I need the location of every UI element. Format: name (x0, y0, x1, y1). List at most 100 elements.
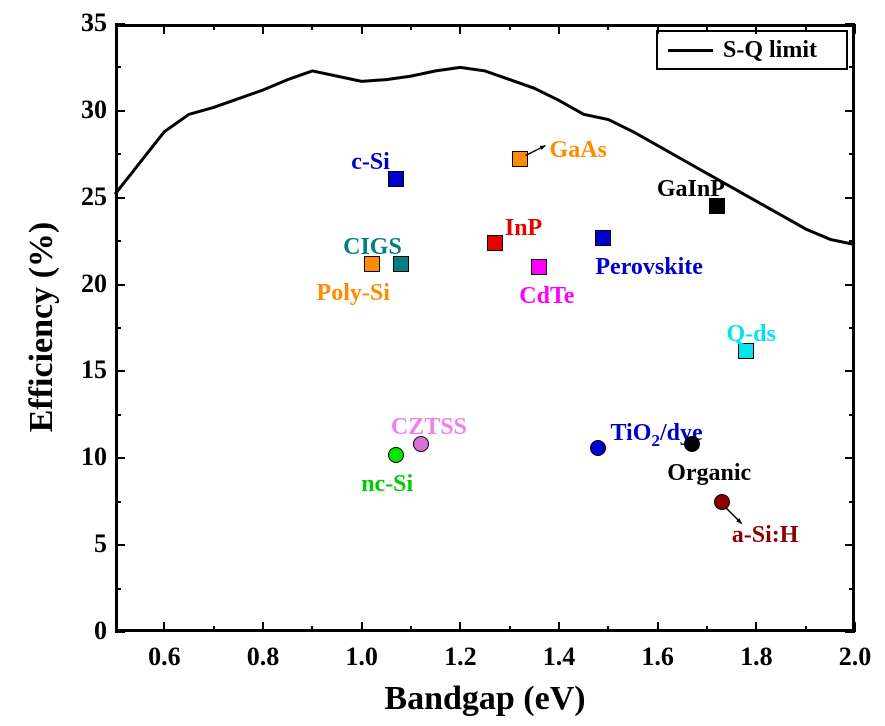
label-nc-si: nc-Si (361, 471, 413, 498)
y-tick-right (845, 370, 855, 372)
y-tick-right (845, 544, 855, 546)
x-tick (558, 622, 560, 632)
x-tick (262, 622, 264, 632)
marker-c-si (388, 171, 404, 187)
y-minor-right (849, 327, 855, 329)
y-tick-right (845, 23, 855, 25)
x-minor-top (607, 24, 609, 30)
sq-limit-chart: Efficiency (%) Bandgap (eV) S-Q limit 0.… (0, 0, 885, 726)
x-minor-top (509, 24, 511, 30)
y-tick-label: 25 (65, 182, 107, 212)
y-minor-right (849, 153, 855, 155)
x-minor-top (311, 24, 313, 30)
marker-poly-si (364, 256, 380, 272)
x-tick-top (361, 24, 363, 34)
label-perovskite: Perovskite (595, 254, 703, 281)
y-tick (115, 631, 125, 633)
x-minor (509, 626, 511, 632)
label-q-ds: Q-ds (726, 321, 775, 348)
x-tick-top (558, 24, 560, 34)
y-axis-label: Efficiency (%) (23, 207, 61, 447)
x-tick (755, 622, 757, 632)
label-c-si: c-Si (351, 149, 390, 176)
y-tick-right (845, 197, 855, 199)
y-minor (115, 153, 121, 155)
label-cztss: CZTSS (391, 414, 467, 441)
y-tick-label: 15 (65, 355, 107, 385)
y-minor (115, 588, 121, 590)
marker-perovskite (595, 230, 611, 246)
x-minor (805, 626, 807, 632)
x-tick-label: 1.4 (537, 642, 581, 672)
y-minor (115, 327, 121, 329)
legend-text: S-Q limit (723, 37, 817, 64)
y-tick (115, 23, 125, 25)
y-tick (115, 370, 125, 372)
y-minor-right (849, 588, 855, 590)
x-tick (459, 622, 461, 632)
y-tick-label: 10 (65, 442, 107, 472)
x-tick-label: 0.6 (142, 642, 186, 672)
x-tick-label: 1.6 (636, 642, 680, 672)
x-minor-top (213, 24, 215, 30)
legend-line-sample (668, 49, 713, 52)
y-tick-label: 20 (65, 269, 107, 299)
x-tick-label: 0.8 (241, 642, 285, 672)
legend: S-Q limit (656, 30, 848, 70)
y-tick-right (845, 457, 855, 459)
label-a-si-h: a-Si:H (732, 522, 799, 549)
x-tick-label: 2.0 (833, 642, 877, 672)
x-axis-label: Bandgap (eV) (365, 680, 605, 718)
x-minor-top (410, 24, 412, 30)
x-minor (213, 626, 215, 632)
y-minor (115, 240, 121, 242)
y-tick-label: 35 (65, 8, 107, 38)
y-tick-label: 30 (65, 95, 107, 125)
x-tick (163, 622, 165, 632)
x-minor (311, 626, 313, 632)
y-tick-label: 5 (65, 529, 107, 559)
x-tick-top (163, 24, 165, 34)
marker-a-si-h (714, 494, 730, 510)
y-minor-right (849, 240, 855, 242)
y-minor (115, 501, 121, 503)
x-tick (361, 622, 363, 632)
y-tick (115, 544, 125, 546)
marker-inp (487, 235, 503, 251)
marker-cdte (531, 259, 547, 275)
x-tick-label: 1.2 (438, 642, 482, 672)
y-minor-right (849, 501, 855, 503)
x-tick-top (459, 24, 461, 34)
y-tick-right (845, 284, 855, 286)
y-tick-label: 0 (65, 616, 107, 646)
marker-nc-si (388, 447, 404, 463)
x-tick-label: 1.8 (734, 642, 778, 672)
x-minor (706, 626, 708, 632)
x-minor-top (805, 24, 807, 30)
x-tick-label: 1.0 (340, 642, 384, 672)
x-tick-top (657, 24, 659, 34)
x-minor (410, 626, 412, 632)
y-tick (115, 110, 125, 112)
label-gainp: GaInP (657, 176, 725, 203)
x-tick-top (262, 24, 264, 34)
y-tick (115, 284, 125, 286)
y-tick-right (845, 110, 855, 112)
y-tick (115, 197, 125, 199)
y-minor (115, 414, 121, 416)
x-minor-top (706, 24, 708, 30)
y-tick (115, 457, 125, 459)
x-tick-top (854, 24, 856, 34)
x-minor (607, 626, 609, 632)
y-tick-right (845, 631, 855, 633)
y-minor-right (849, 66, 855, 68)
x-tick (657, 622, 659, 632)
label-cdte: CdTe (519, 283, 574, 310)
y-minor (115, 66, 121, 68)
label-poly-si: Poly-Si (317, 280, 390, 307)
x-tick-top (755, 24, 757, 34)
y-minor-right (849, 414, 855, 416)
label-gaas: GaAs (550, 137, 607, 164)
label-inp: InP (505, 215, 542, 242)
label-organic: Organic (667, 460, 751, 487)
